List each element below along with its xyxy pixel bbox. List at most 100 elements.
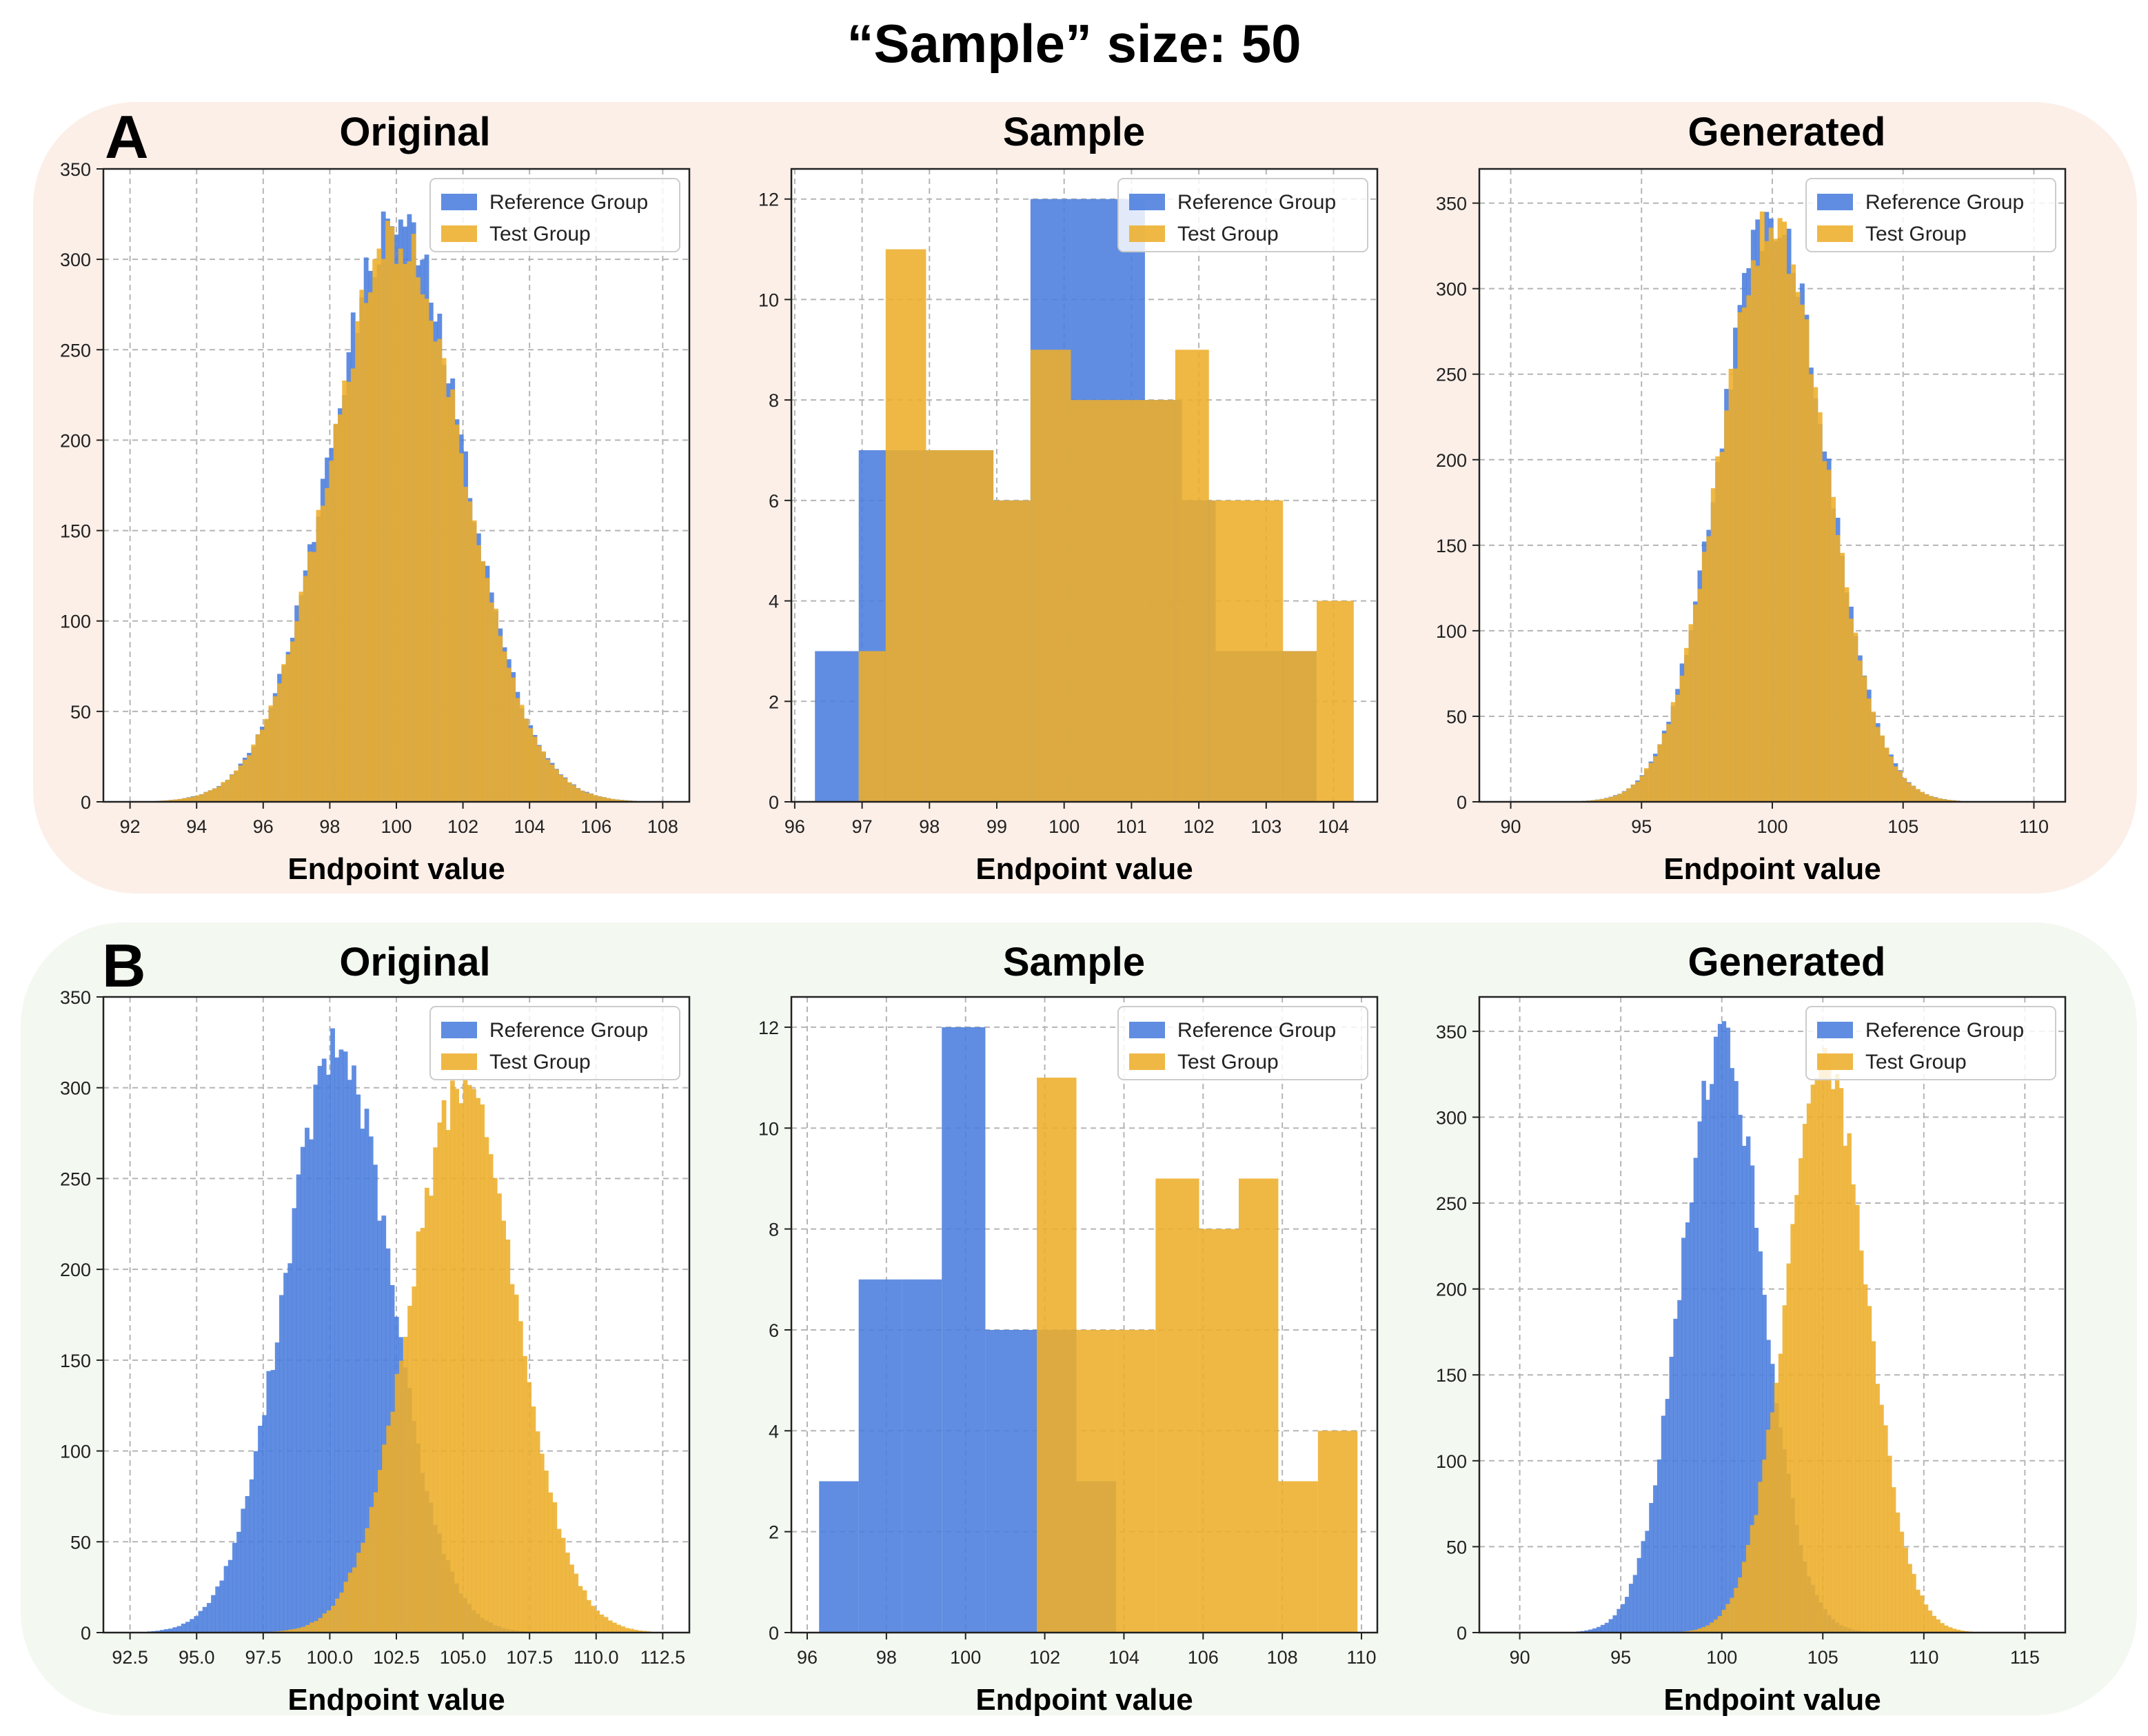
- test-bar: [527, 1382, 532, 1633]
- test-bar: [1827, 1059, 1832, 1633]
- panel-b-generated-title: Generated: [1688, 940, 1886, 985]
- test-bar: [207, 790, 213, 802]
- plot-area: 92 94 96 98 100 102 104 106 108 0 50 100 150 200 250 30…: [60, 159, 691, 886]
- histogram-panel-b-original: 92.5 95.0 97.5 100.0 102.5 105.0 107.5 110.0 112…: [60, 987, 691, 1717]
- test-bar: [177, 798, 183, 802]
- y-tick-label: 8: [769, 1220, 779, 1240]
- x-tick-label: 107.5: [506, 1647, 553, 1668]
- x-tick-label: 108: [647, 816, 678, 837]
- reference-bar: [211, 1595, 216, 1633]
- x-tick-label: 104: [1108, 1647, 1139, 1668]
- reference-bar: [1612, 1615, 1617, 1633]
- test-bar: [367, 292, 373, 803]
- reference-bar: [1710, 1084, 1714, 1633]
- test-bar: [288, 1629, 293, 1633]
- test-bar: [620, 1626, 626, 1633]
- test-bar: [352, 1567, 357, 1633]
- test-bar: [1742, 1562, 1747, 1633]
- legend-test-label: Test Group: [489, 1051, 591, 1073]
- test-bar: [580, 791, 585, 802]
- y-tick-label: 350: [1436, 194, 1467, 214]
- test-bar: [885, 249, 926, 802]
- legend-test-label: Test Group: [1177, 1051, 1279, 1073]
- y-tick-label: 50: [70, 1532, 91, 1553]
- reference-bar: [270, 1370, 276, 1633]
- reference-bar: [1697, 1121, 1703, 1633]
- test-bar: [629, 1628, 634, 1633]
- test-bar: [539, 1453, 545, 1633]
- test-bar: [333, 423, 338, 802]
- reference-bar: [1750, 1165, 1755, 1633]
- test-bar: [463, 1079, 468, 1633]
- x-tick-label: 110: [2019, 816, 2049, 837]
- test-bar: [1859, 1250, 1864, 1633]
- test-bar: [365, 1528, 370, 1633]
- x-tick-label: 97: [852, 816, 873, 837]
- test-bar: [1755, 265, 1761, 802]
- y-tick-label: 350: [60, 987, 91, 1008]
- y-tick-label: 10: [758, 1118, 779, 1139]
- test-bar: [1782, 1305, 1787, 1633]
- test-bar: [549, 764, 555, 802]
- test-bar: [320, 505, 325, 802]
- reference-bar: [377, 1220, 382, 1633]
- reference-bar: [185, 1622, 190, 1633]
- test-bar: [1844, 587, 1850, 802]
- legend: Reference Group Test Group: [1117, 1006, 1368, 1080]
- test-bar: [1710, 488, 1716, 802]
- x-axis-label: Endpoint value: [1663, 1683, 1881, 1717]
- reference-bar: [321, 1058, 327, 1633]
- test-bar: [398, 1360, 404, 1633]
- plot-area: 90 95 100 105 110 0 50 100 150 200 250 300 350 Endpoi…: [1436, 168, 2067, 886]
- test-bar: [420, 294, 425, 802]
- plot-area: 96 97 98 99 100 101 102 103 104 0 2 4 6 8 10 12 Endpoint…: [758, 168, 1379, 886]
- legend-test-swatch: [441, 1053, 477, 1070]
- test-bar: [582, 1590, 587, 1633]
- test-bar: [467, 501, 473, 802]
- reference-bar: [159, 1630, 165, 1633]
- test-bar: [1906, 783, 1912, 802]
- reference-bar: [296, 1174, 301, 1633]
- test-bar: [1923, 1604, 1929, 1633]
- test-bar: [1823, 1047, 1827, 1633]
- test-bar: [1076, 1329, 1116, 1633]
- test-bar: [569, 1564, 574, 1633]
- y-tick-label: 350: [60, 159, 91, 180]
- test-bar: [390, 1411, 396, 1633]
- test-bar: [1738, 1577, 1743, 1633]
- y-tick-label: 350: [1436, 1022, 1467, 1042]
- legend-reference-swatch: [1817, 194, 1853, 210]
- legend-test-swatch: [1817, 1053, 1853, 1070]
- legend-test-label: Test Group: [1865, 1051, 1967, 1073]
- reference-bar: [1608, 1619, 1614, 1633]
- reference-bar: [215, 1586, 221, 1633]
- test-bar: [1786, 274, 1792, 802]
- test-bar: [1697, 1628, 1703, 1633]
- test-bar: [1956, 1629, 1961, 1633]
- test-bar: [1813, 387, 1818, 802]
- x-tick-label: 98: [919, 816, 940, 837]
- x-tick-label: 108: [1267, 1647, 1298, 1668]
- reference-bar: [241, 1508, 246, 1633]
- test-bar: [638, 1630, 642, 1633]
- reference-bar: [1725, 1027, 1731, 1633]
- panel-a-letter: A: [105, 103, 149, 171]
- reference-bar: [1661, 1415, 1666, 1633]
- x-tick-label: 92: [120, 816, 141, 837]
- test-bar: [1750, 260, 1756, 802]
- test-bar: [1866, 698, 1872, 802]
- test-bar: [416, 277, 421, 802]
- test-bar: [1804, 319, 1810, 802]
- test-bar: [619, 800, 624, 802]
- x-tick-label: 112.5: [640, 1647, 686, 1668]
- test-bar: [385, 221, 390, 803]
- test-bar: [1728, 368, 1734, 802]
- test-bar: [607, 1620, 613, 1633]
- test-bar: [1758, 1482, 1763, 1633]
- test-bar: [556, 1528, 562, 1633]
- x-tick-label: 95: [1631, 816, 1652, 837]
- reference-bar: [279, 1295, 284, 1633]
- test-bar: [255, 734, 261, 802]
- test-bar: [1071, 400, 1142, 802]
- test-bar: [420, 1227, 425, 1633]
